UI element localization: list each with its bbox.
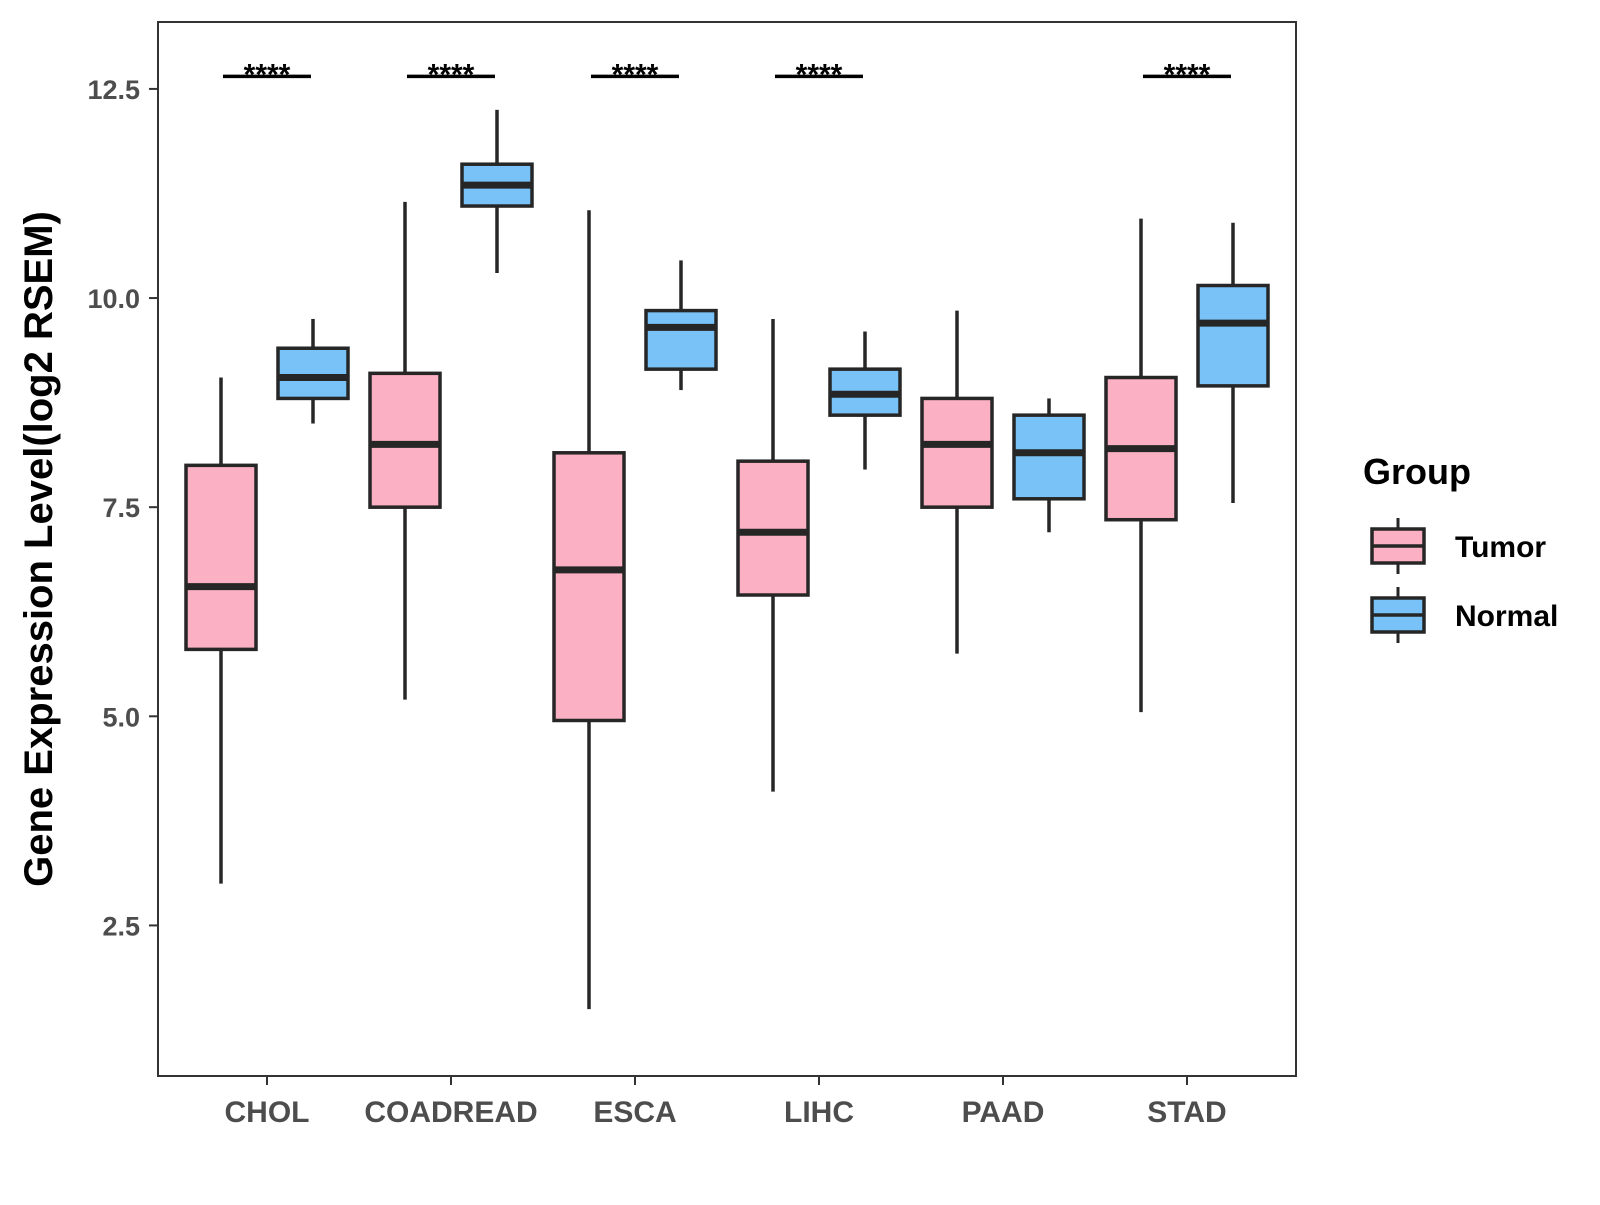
box-iqr [920,396,994,509]
legend-item-tumor: Tumor [1370,518,1546,574]
box-iqr [184,463,258,652]
legend-label-normal: Normal [1455,600,1558,633]
box-iqr [1012,413,1086,501]
legend-item-normal: Normal [1370,587,1558,643]
box-normal-lihc [828,331,902,470]
box-normal-esca [644,260,718,391]
box-normal-paad [1012,398,1086,533]
box-iqr [368,371,442,509]
significance-label: **** [1164,58,1211,91]
y-axis: 2.5 5.0 7.5 10.0 12.5 [87,75,158,941]
boxes-layer [184,109,1270,1010]
significance-layer: **** **** **** **** **** [223,58,1231,91]
x-tick-label-coadread: COADREAD [364,1096,537,1129]
legend: Group Tumor Normal [1363,451,1558,643]
significance-label: **** [612,58,659,91]
box-iqr [552,451,626,723]
significance-coadread: **** [407,58,495,91]
y-tick-label: 2.5 [102,911,140,941]
legend-label-tumor: Tumor [1455,531,1546,564]
significance-chol: **** [223,58,311,91]
box-tumor-paad [920,310,994,654]
box-tumor-lihc [736,318,810,792]
box-normal-coadread [460,109,534,273]
y-axis-title: Gene Expression Level(log2 RSEM) [17,211,61,887]
y-tick-label: 7.5 [102,493,140,523]
plot-panel [157,21,1297,1077]
significance-stad: **** [1143,58,1231,91]
box-normal-chol [276,318,350,424]
y-tick-label: 12.5 [87,75,140,105]
box-iqr [736,459,810,597]
x-axis: CHOL COADREAD ESCA LIHC PAAD STAD [225,1076,1227,1129]
y-tick-label: 5.0 [102,702,140,732]
box-tumor-esca [552,210,626,1010]
box-normal-stad [1196,222,1270,503]
box-tumor-coadread [368,201,442,700]
x-tick-label-stad: STAD [1147,1096,1226,1129]
significance-label: **** [796,58,843,91]
box-iqr [644,308,718,371]
x-tick-label-lihc: LIHC [784,1096,854,1129]
box-iqr [276,346,350,401]
box-tumor-chol [184,377,258,884]
y-tick-label: 10.0 [87,284,140,314]
x-tick-label-esca: ESCA [593,1096,676,1129]
box-iqr [1196,283,1270,388]
significance-label: **** [244,58,291,91]
legend-title: Group [1363,451,1471,492]
significance-esca: **** [591,58,679,91]
x-tick-label-chol: CHOL [225,1096,310,1129]
significance-label: **** [428,58,475,91]
box-tumor-stad [1104,218,1178,713]
x-tick-label-paad: PAAD [962,1096,1045,1129]
significance-lihc: **** [775,58,863,91]
